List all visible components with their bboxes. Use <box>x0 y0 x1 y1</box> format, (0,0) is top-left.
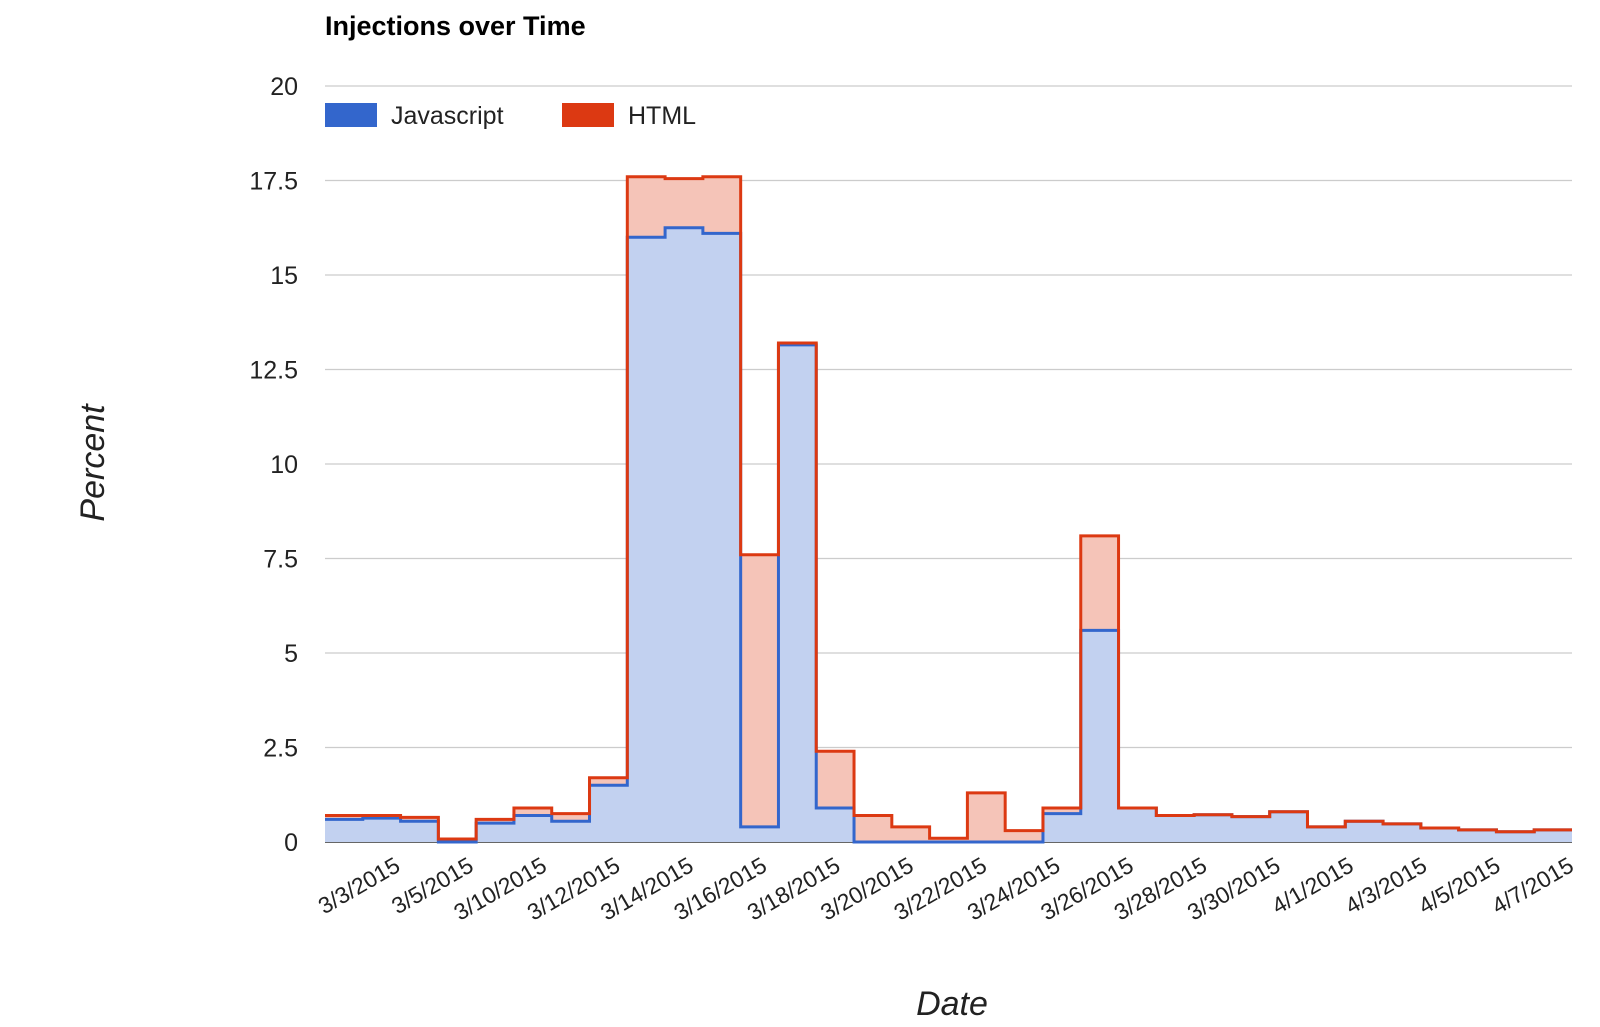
legend-swatch-javascript <box>325 103 377 127</box>
legend: Javascript HTML <box>325 102 696 130</box>
legend-label-javascript: Javascript <box>391 102 504 130</box>
x-tick-label: 3/3/2015 <box>314 852 405 919</box>
javascript-area <box>325 227 1572 842</box>
y-tick-label: 15 <box>270 262 298 290</box>
y-tick-label: 12.5 <box>249 357 298 385</box>
y-tick-label: 10 <box>270 451 298 479</box>
x-tick-label: 4/1/2015 <box>1267 852 1358 919</box>
x-axis-ticks: 3/3/20153/5/20153/10/20153/12/20153/14/2… <box>314 852 1578 926</box>
series-areas <box>325 176 1572 843</box>
x-tick-label: 4/5/2015 <box>1414 852 1505 919</box>
gridlines <box>325 85 1572 843</box>
series-lines <box>325 175 1572 844</box>
x-tick-label: 4/3/2015 <box>1341 852 1432 919</box>
y-tick-label: 7.5 <box>263 546 298 574</box>
legend-label-html: HTML <box>628 102 696 130</box>
legend-swatch-html <box>562 103 614 127</box>
y-axis-ticks: 0 2.5 5 7.5 10 12.5 15 17.5 20 <box>249 73 298 857</box>
y-tick-label: 20 <box>270 73 298 101</box>
y-tick-label: 2.5 <box>263 735 298 763</box>
javascript-line <box>325 226 1572 844</box>
y-tick-label: 5 <box>284 640 298 668</box>
x-tick-label: 4/7/2015 <box>1487 852 1578 919</box>
html-area <box>325 176 1572 843</box>
y-tick-label: 0 <box>284 829 298 857</box>
x-axis-title: Date <box>916 985 988 1023</box>
y-tick-label: 17.5 <box>249 168 298 196</box>
html-line <box>325 175 1572 841</box>
y-axis-title: Percent <box>74 403 112 522</box>
chart-title: Injections over Time <box>325 11 586 41</box>
